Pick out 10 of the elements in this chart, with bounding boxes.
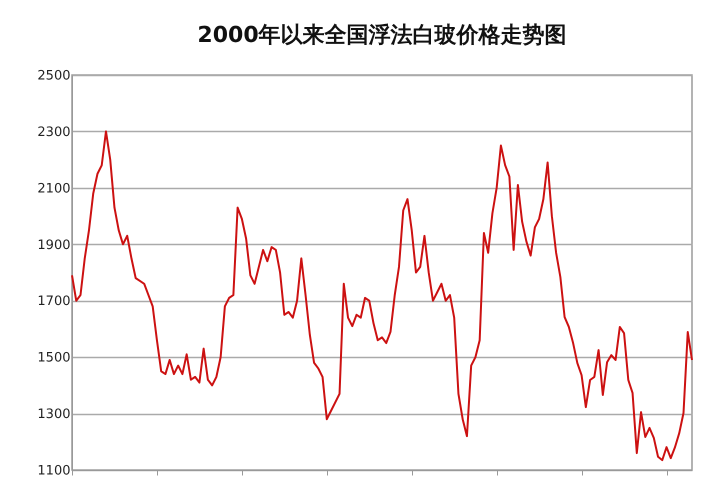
chart-title: 2000年以来全国浮法白玻价格走势图 [197, 23, 567, 48]
line-series [71, 130, 693, 462]
y-tick-label: 1100 [37, 464, 70, 478]
y-tick-label: 2500 [37, 68, 70, 84]
y-tick-label: 1700 [37, 294, 70, 310]
y-tick-label: 2300 [37, 124, 70, 140]
y-tick-label: 2100 [37, 181, 70, 196]
y-tick-label: 1500 [37, 350, 70, 366]
y-tick-label: 1900 [37, 238, 70, 253]
y-tick-label: 1300 [37, 407, 70, 422]
